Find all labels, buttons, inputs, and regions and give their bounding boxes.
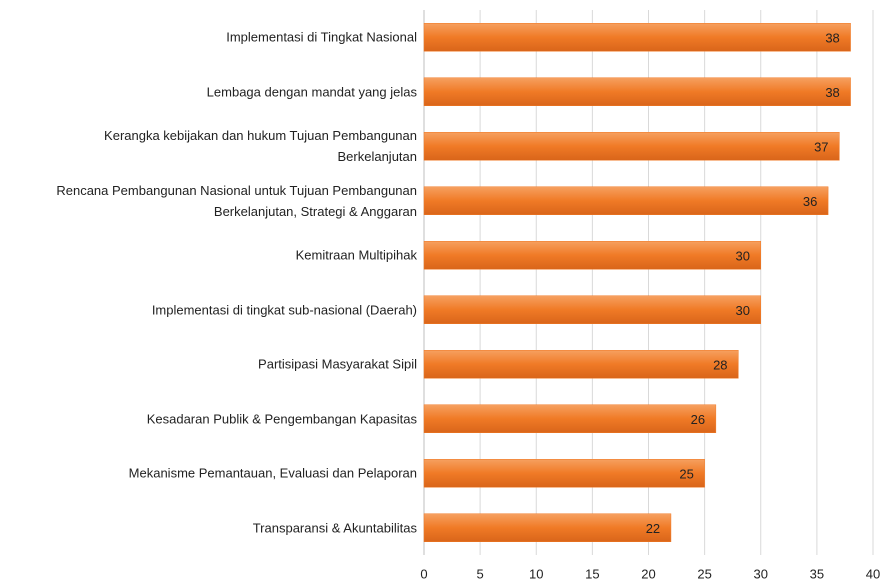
x-tick-label: 10 xyxy=(529,566,543,581)
bar xyxy=(423,459,705,488)
data-label: 30 xyxy=(736,303,750,318)
x-tick-label: 15 xyxy=(585,566,599,581)
x-tick-label: 5 xyxy=(477,566,484,581)
data-label: 36 xyxy=(803,194,817,209)
y-tick-label: Rencana Pembangunan Nasional untuk Tujua… xyxy=(56,182,417,219)
data-label: 28 xyxy=(713,358,727,373)
data-label: 38 xyxy=(825,31,839,46)
bar xyxy=(423,241,761,270)
y-tick-label: Kerangka kebijakan dan hukum Tujuan Pemb… xyxy=(104,128,417,165)
bar xyxy=(423,513,672,542)
y-tick-label: Transparansi & Akuntabilitas xyxy=(252,520,417,536)
bar xyxy=(423,295,761,324)
x-tick-label: 30 xyxy=(754,566,768,581)
bar xyxy=(423,404,717,433)
x-tick-label: 0 xyxy=(420,566,427,581)
data-label: 37 xyxy=(814,140,828,155)
y-tick-label: Partisipasi Masyarakat Sipil xyxy=(258,356,417,372)
data-label: 38 xyxy=(825,85,839,100)
data-label: 25 xyxy=(679,467,693,482)
x-tick-label: 35 xyxy=(810,566,824,581)
data-label: 22 xyxy=(646,521,660,536)
bar xyxy=(423,186,829,215)
y-tick-label: Lembaga dengan mandat yang jelas xyxy=(206,84,417,100)
x-tick-label: 40 xyxy=(866,566,880,581)
bar xyxy=(423,23,851,52)
x-tick-label: 25 xyxy=(697,566,711,581)
y-tick-label: Mekanisme Pemantauan, Evaluasi dan Pelap… xyxy=(128,465,417,481)
y-tick-label: Implementasi di tingkat sub-nasional (Da… xyxy=(151,302,417,318)
bar xyxy=(423,132,840,161)
bar xyxy=(423,77,851,106)
data-label: 26 xyxy=(691,412,705,427)
y-tick-label: Kesadaran Publik & Pengembangan Kapasita… xyxy=(146,411,417,427)
y-tick-label: Kemitraan Multipihak xyxy=(295,247,417,263)
bar xyxy=(423,350,739,379)
data-label: 30 xyxy=(736,249,750,264)
y-tick-label: Implementasi di Tingkat Nasional xyxy=(226,29,417,45)
x-tick-label: 20 xyxy=(641,566,655,581)
